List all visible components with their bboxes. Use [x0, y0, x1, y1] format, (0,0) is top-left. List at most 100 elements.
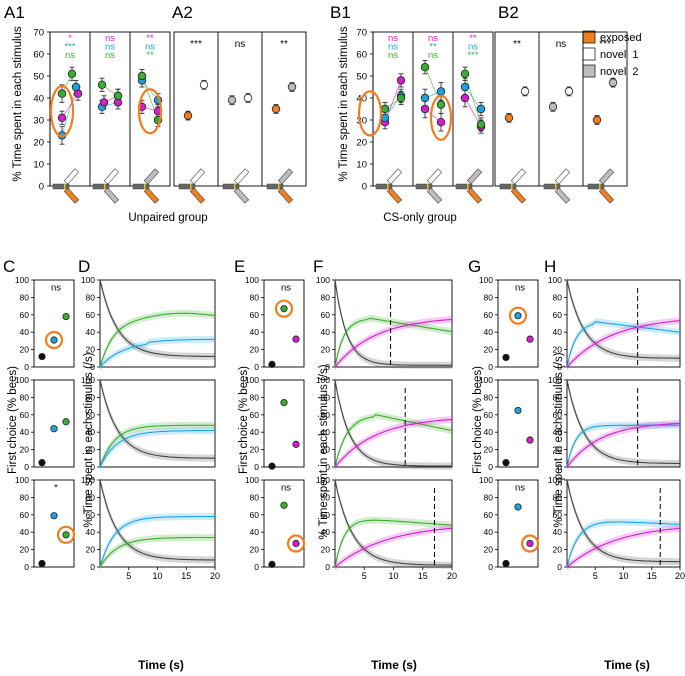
panel-B1-sub1-sig: ns — [428, 33, 438, 44]
panel-A2-maze0-marker — [190, 184, 192, 189]
panel-B1-point — [380, 104, 390, 114]
panel-D-line — [99, 516, 215, 568]
panel-A1-maze0-arm-left — [63, 168, 80, 185]
panel-G-tick-label: 80 — [484, 492, 494, 502]
panel-C-tick-label: 100 — [15, 375, 29, 385]
panel-G-frame — [497, 479, 539, 568]
panel-A1-maze2-arm-right — [143, 187, 160, 204]
panel-A1-maze0 — [52, 168, 80, 204]
panel-G-point — [526, 539, 534, 548]
panel-H-tick-label: 20 — [553, 545, 563, 555]
panel-B1-maze2-arm-left — [466, 168, 483, 185]
panel-C-tick-label: 20 — [20, 445, 30, 455]
xlabel-H: Time (s) — [604, 658, 650, 672]
panel-F-tick-label: 0 — [325, 362, 330, 372]
panel-G-sig: ns — [515, 482, 525, 493]
panel-G-frame — [497, 379, 539, 468]
panel-D-xtick-label: 15 — [181, 571, 191, 581]
panel-A1-sub0-sig: ns — [65, 50, 75, 61]
panel-B2-maze1-marker — [555, 184, 557, 189]
xlabel-D: Time (s) — [138, 658, 184, 672]
panel-C-highlight-ring — [56, 525, 76, 544]
panel-D-line — [99, 379, 215, 459]
panel-D-band — [100, 309, 215, 371]
panel-D-tick-label: 20 — [86, 445, 96, 455]
panel-B1-maze1-arm-right — [426, 187, 443, 204]
panel-A1-point — [97, 80, 107, 89]
panel-A1-sub2-sig: ns — [145, 42, 155, 53]
panel-A1-point — [57, 89, 67, 98]
panel-B2-maze0-marker — [511, 184, 513, 189]
panel-E-tick-label: 20 — [250, 345, 260, 355]
panel-A2-point-novel — [287, 82, 297, 92]
panel-D-frame — [99, 279, 216, 368]
panel-E-tick-label: 80 — [250, 492, 260, 502]
panel-A1-tick-label: 50 — [33, 72, 44, 83]
panel-A2-point-novel — [199, 80, 209, 89]
panel-B1-sub2-sig: *** — [467, 50, 478, 61]
panel-H-line — [566, 521, 681, 568]
panel-G-highlight-ring — [508, 306, 528, 325]
panel-F-band — [335, 411, 452, 471]
panel-B1-sub2-sig: ** — [469, 33, 477, 44]
panel-B1-maze2-arm-right — [466, 187, 483, 204]
panel-C-frame — [33, 279, 75, 368]
panel-C-tick-label: 40 — [20, 427, 30, 437]
panel-A2-maze0-stem — [178, 183, 196, 190]
panel-B2-maze1 — [543, 168, 571, 204]
panel-C-tick-label: 60 — [20, 410, 30, 420]
panel-B2-point-exposed — [548, 102, 558, 111]
panel-A1-sub0-sig: * — [68, 33, 72, 44]
panel-B1-sub2-sig: ns — [468, 42, 478, 53]
panel-H-tick-label: 100 — [548, 375, 562, 385]
panel-B2-point-novel — [564, 87, 574, 96]
panel-B1-point — [420, 104, 430, 114]
panel-B2-maze2-marker — [599, 184, 601, 189]
panel-B2-maze0-arm-left — [510, 168, 527, 185]
panel-A2-sig: ns — [235, 39, 246, 50]
panel-B1-maze1-stem — [415, 183, 433, 190]
panel-B1-maze0 — [375, 168, 403, 204]
panel-B1-maze0-marker — [387, 184, 389, 189]
panel-D-tick-label: 0 — [90, 462, 95, 472]
panel-B1-point — [420, 93, 430, 103]
panel-D-tick-label: 60 — [86, 510, 96, 520]
panel-B1-sub1-sig: ns — [428, 50, 438, 61]
panel-A1-highlight-ring — [137, 88, 163, 135]
panel-C-highlight-ring — [44, 330, 64, 350]
panel-E-point — [268, 462, 276, 470]
panel-D-tick-label: 80 — [86, 492, 96, 502]
legend-swatch-novel1 — [582, 47, 596, 61]
panel-E-tick-label: 80 — [250, 392, 260, 402]
panel-E-tick-label: 40 — [250, 527, 260, 537]
panel-B1-maze0-arm-left — [386, 168, 403, 185]
panel-A1-sub1-sig: ns — [105, 42, 115, 53]
panel-E-tick-label: 20 — [250, 545, 260, 555]
panel-H-tick-label: 40 — [553, 427, 563, 437]
panel-G-sig: ns — [515, 282, 525, 293]
panel-B2-maze2-arm-right — [598, 187, 615, 204]
panel-E-highlight-ring — [286, 534, 306, 553]
panel-B1-point — [436, 87, 446, 96]
panel-E-tick-label: 40 — [250, 327, 260, 337]
panel-D-band — [100, 276, 215, 360]
panel-D-xtick-label: 10 — [152, 571, 162, 581]
panel-E-point — [280, 305, 288, 313]
panel-B1-link — [424, 67, 442, 105]
panel-H-band — [567, 318, 680, 371]
panel-B1-tick-label: 50 — [356, 72, 367, 83]
panel-C-tick-label: 0 — [24, 562, 29, 572]
panel-B2-maze1-arm-right — [554, 187, 571, 204]
panel-D-tick-label: 100 — [81, 475, 95, 485]
panel-D-band — [100, 534, 215, 571]
ylabel-H: % Time spent in each stimulus (/s) — [553, 352, 565, 527]
panel-B1-frame — [372, 31, 494, 187]
panel-H-line — [566, 424, 680, 468]
panel-B2-maze2 — [587, 168, 615, 204]
panel-E-tick-label: 0 — [254, 362, 259, 372]
panel-D-tick-label: 20 — [86, 345, 96, 355]
panel-F-tick-label: 100 — [316, 475, 330, 485]
panel-A2-point-exposed — [227, 95, 237, 105]
panel-C-point — [50, 425, 58, 433]
panel-D-band — [100, 376, 215, 462]
